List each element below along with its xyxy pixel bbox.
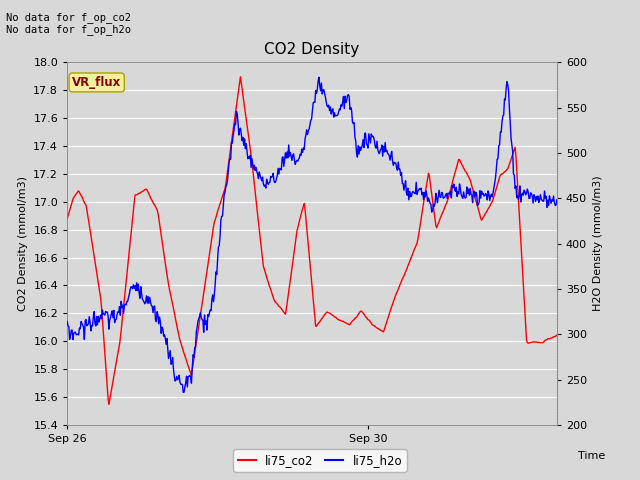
Text: No data for f_op_co2
No data for f_op_h2o: No data for f_op_co2 No data for f_op_h2… — [6, 12, 131, 36]
Y-axis label: H2O Density (mmol/m3): H2O Density (mmol/m3) — [593, 176, 602, 312]
Title: CO2 Density: CO2 Density — [264, 42, 360, 57]
Text: Time: Time — [577, 451, 605, 461]
Legend: li75_co2, li75_h2o: li75_co2, li75_h2o — [233, 449, 407, 472]
Y-axis label: CO2 Density (mmol/m3): CO2 Density (mmol/m3) — [18, 176, 28, 311]
Text: VR_flux: VR_flux — [72, 76, 122, 89]
